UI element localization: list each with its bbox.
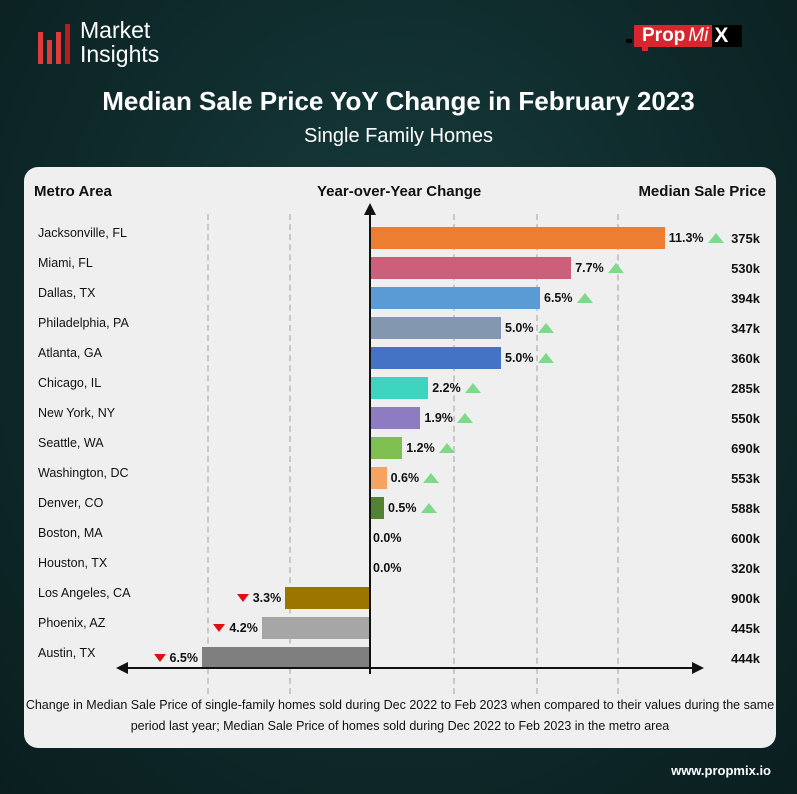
bar (371, 377, 429, 399)
website-link[interactable]: www.propmix.io (671, 763, 771, 778)
bar (371, 227, 665, 249)
y-axis (369, 212, 371, 674)
chart-title: Median Sale Price YoY Change in February… (102, 86, 695, 116)
metro-label: New York, NY (38, 406, 116, 420)
up-triangle-icon (537, 353, 554, 363)
value-label: 0.0% (373, 561, 402, 575)
bar (371, 497, 384, 519)
price-label: 444k (731, 651, 760, 666)
metro-label: Jacksonville, FL (38, 226, 127, 240)
gridline (289, 214, 291, 694)
metro-label: Denver, CO (38, 496, 104, 510)
price-label: 553k (731, 471, 760, 486)
value-label: 7.7% (575, 261, 604, 275)
logo-line1: Market (80, 17, 151, 43)
bar (371, 287, 540, 309)
bar (202, 647, 371, 669)
bar (371, 437, 403, 459)
price-label: 530k (731, 261, 760, 276)
up-triangle-icon (423, 473, 440, 483)
price-label: 900k (731, 591, 760, 606)
bar (371, 257, 572, 279)
value-label: 6.5% (169, 651, 199, 665)
gridline (617, 214, 619, 694)
down-triangle-icon (213, 624, 226, 632)
price-label: 375k (731, 231, 760, 246)
metro-label: Philadelphia, PA (38, 316, 129, 330)
arrow-left-icon (116, 662, 128, 674)
value-label: 0.0% (373, 531, 402, 545)
gridline (207, 214, 209, 694)
bar (371, 407, 421, 429)
arrow-up-icon (364, 203, 376, 215)
down-triangle-icon (153, 654, 166, 662)
metro-label: Austin, TX (38, 646, 96, 660)
arrow-right-icon (692, 662, 704, 674)
value-label: 0.6% (390, 471, 420, 485)
price-label: 285k (731, 381, 760, 396)
up-triangle-icon (420, 503, 437, 513)
metro-label: Houston, TX (38, 556, 108, 570)
value-label: 0.5% (388, 501, 417, 515)
metro-label: Los Angeles, CA (38, 586, 131, 600)
up-triangle-icon (607, 263, 624, 273)
price-label: 550k (731, 411, 760, 426)
bar (371, 467, 387, 489)
metro-label: Phoenix, AZ (38, 616, 106, 630)
chart-card: Metro Area Year-over-Year Change Median … (24, 167, 776, 748)
bar (285, 587, 371, 609)
up-triangle-icon (537, 323, 554, 333)
price-header: Median Sale Price (638, 183, 766, 200)
yoy-header: Year-over-Year Change (317, 183, 482, 200)
logo-line2: Insights (80, 41, 160, 67)
metro-label: Seattle, WA (38, 436, 104, 450)
bar (261, 617, 371, 639)
chart-subtitle: Single Family Homes (304, 125, 493, 147)
price-label: 347k (731, 321, 760, 336)
value-label: 11.3% (668, 231, 704, 245)
price-label: 445k (731, 621, 760, 636)
footnote: Change in Median Sale Price of single-fa… (25, 698, 775, 733)
price-label: 600k (731, 531, 760, 546)
value-label: 6.5% (544, 291, 573, 305)
up-triangle-icon (707, 233, 724, 243)
up-triangle-icon (456, 413, 473, 423)
price-label: 394k (731, 291, 760, 306)
price-label: 588k (731, 501, 760, 516)
up-triangle-icon (438, 443, 455, 453)
bar (371, 317, 501, 339)
gridline (536, 214, 538, 694)
value-label: 3.3% (252, 591, 282, 605)
metro-label: Miami, FL (38, 256, 93, 270)
bar-chart-logo-icon (38, 22, 70, 64)
value-label: 2.2% (432, 381, 461, 395)
down-triangle-icon (236, 594, 249, 602)
market-insights-logo: Market Insights (38, 18, 159, 66)
value-label: 1.9% (424, 411, 453, 425)
metro-label: Washington, DC (38, 466, 129, 480)
metro-label: Boston, MA (38, 526, 103, 540)
up-triangle-icon (464, 383, 481, 393)
price-label: 320k (731, 561, 760, 576)
value-label: 1.2% (406, 441, 435, 455)
price-label: 690k (731, 441, 760, 456)
metro-label: Chicago, IL (38, 376, 102, 390)
metro-label: Dallas, TX (38, 286, 96, 300)
x-axis (124, 667, 694, 669)
metro-header: Metro Area (34, 183, 112, 200)
up-triangle-icon (576, 293, 593, 303)
value-label: 5.0% (505, 351, 534, 365)
value-label: 4.2% (229, 621, 258, 635)
bar (371, 347, 501, 369)
price-label: 360k (731, 351, 760, 366)
metro-label: Atlanta, GA (38, 346, 102, 360)
gridline (453, 214, 455, 694)
value-label: 5.0% (505, 321, 534, 335)
propmix-logo: Prop Mi X (626, 24, 762, 51)
